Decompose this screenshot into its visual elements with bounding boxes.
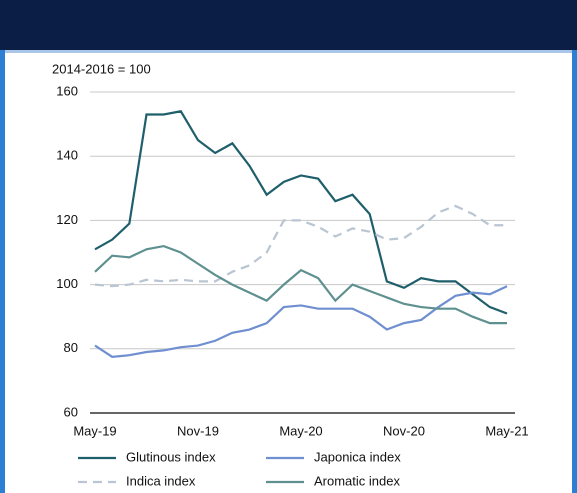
y-tick-label: 120 [56, 212, 78, 227]
header-band [0, 0, 577, 50]
y-tick-label: 160 [56, 83, 78, 98]
legend-label: Glutinous index [126, 449, 216, 464]
left-border [0, 50, 5, 493]
y-axis-label: 2014-2016 = 100 [52, 61, 151, 76]
right-border [572, 50, 577, 493]
series-line [94, 285, 508, 358]
y-tick-label: 80 [64, 340, 78, 355]
legend-label: Japonica index [314, 449, 401, 464]
legend-label: Aromatic index [314, 473, 400, 488]
x-tick-label: Nov-20 [383, 423, 425, 438]
y-tick-label: 60 [64, 404, 78, 419]
x-tick-label: May-19 [73, 423, 116, 438]
x-tick-label: Nov-19 [177, 423, 219, 438]
legend-label: Indica index [126, 473, 196, 488]
x-tick-label: May-20 [279, 423, 322, 438]
y-tick-label: 140 [56, 148, 78, 163]
series-line [94, 110, 508, 315]
header-stripe [0, 50, 577, 53]
series-line [94, 244, 507, 325]
y-tick-label: 100 [56, 276, 78, 291]
x-tick-label: May-21 [485, 423, 528, 438]
